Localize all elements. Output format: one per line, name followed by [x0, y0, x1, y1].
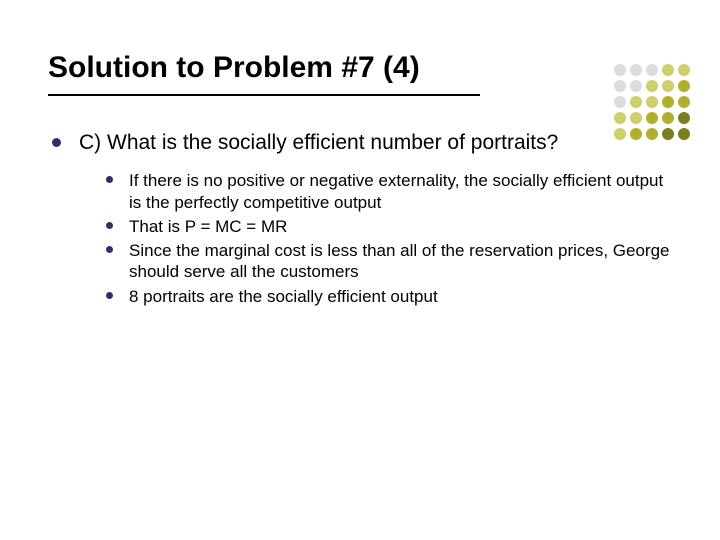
bullet-icon: [106, 292, 113, 299]
bullet-icon: [106, 222, 113, 229]
decorative-dot: [630, 128, 642, 140]
decorative-dot: [630, 96, 642, 108]
bullet-icon: [106, 246, 113, 253]
decorative-dot: [678, 128, 690, 140]
decorative-dot: [646, 128, 658, 140]
list-item: Since the marginal cost is less than all…: [106, 240, 672, 283]
level1-text: C) What is the socially efficient number…: [79, 130, 558, 156]
decorative-dot: [646, 112, 658, 124]
decorative-dot: [678, 96, 690, 108]
list-item: C) What is the socially efficient number…: [52, 130, 672, 156]
decorative-dot: [614, 112, 626, 124]
level2-text: If there is no positive or negative exte…: [129, 170, 672, 213]
level2-text: Since the marginal cost is less than all…: [129, 240, 672, 283]
bullet-icon: [106, 176, 113, 183]
slide-title: Solution to Problem #7 (4): [48, 50, 672, 86]
decorative-dot: [630, 112, 642, 124]
list-item: If there is no positive or negative exte…: [106, 170, 672, 213]
decorative-dot: [678, 64, 690, 76]
list-item: That is P = MC = MR: [106, 216, 672, 237]
decorative-dot: [662, 128, 674, 140]
decorative-dot: [662, 96, 674, 108]
title-underline: [48, 94, 480, 96]
decorative-dot: [614, 128, 626, 140]
decorative-dot: [646, 96, 658, 108]
decorative-dot: [678, 80, 690, 92]
title-container: Solution to Problem #7 (4): [48, 50, 672, 96]
bullet-level-2: If there is no positive or negative exte…: [106, 170, 672, 307]
list-item: 8 portraits are the socially efficient o…: [106, 286, 672, 307]
slide: Solution to Problem #7 (4) C) What is th…: [0, 0, 720, 540]
bullet-icon: [52, 138, 61, 147]
level2-text: That is P = MC = MR: [129, 216, 287, 237]
bullet-level-1: C) What is the socially efficient number…: [52, 130, 672, 307]
decorative-dot: [678, 112, 690, 124]
decorative-dot: [614, 96, 626, 108]
decorative-dot: [662, 112, 674, 124]
level2-text: 8 portraits are the socially efficient o…: [129, 286, 438, 307]
